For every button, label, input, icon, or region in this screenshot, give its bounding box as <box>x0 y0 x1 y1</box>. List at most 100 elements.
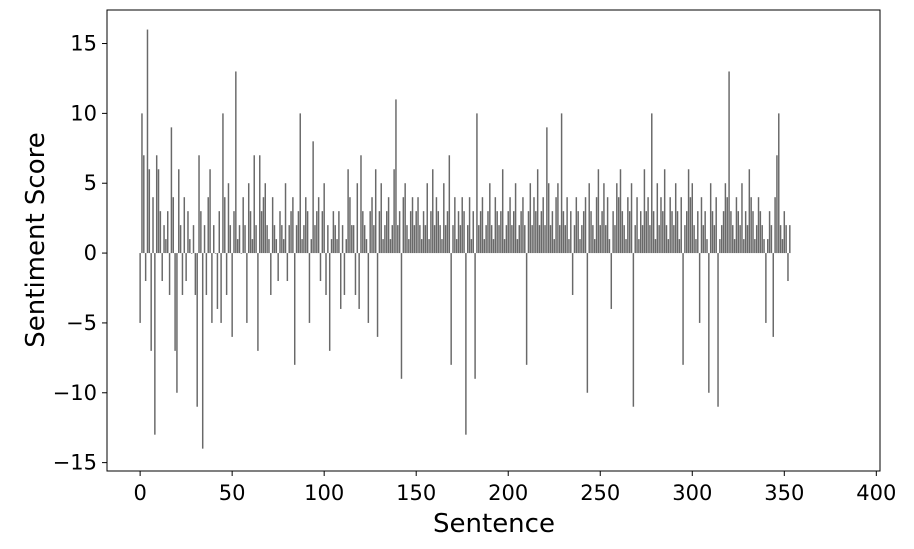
bar <box>778 113 780 254</box>
bar <box>222 113 224 254</box>
bar <box>682 253 684 365</box>
bar <box>665 225 668 254</box>
bar <box>647 197 649 254</box>
bar <box>783 211 786 254</box>
bar <box>691 183 694 254</box>
bar <box>189 239 191 254</box>
bar <box>540 211 543 254</box>
bar <box>501 169 504 254</box>
bar <box>328 253 331 351</box>
bar <box>317 197 320 254</box>
bar <box>404 183 406 254</box>
bar <box>218 211 220 254</box>
bar <box>658 225 660 254</box>
bar <box>505 225 508 254</box>
x-axis-label: Sentence <box>433 509 555 539</box>
bar <box>465 253 467 435</box>
bar <box>498 225 500 254</box>
y-tick-label: 5 <box>84 171 97 195</box>
bar <box>568 239 570 254</box>
bar <box>380 183 382 254</box>
bar <box>606 197 609 254</box>
bar <box>321 211 324 254</box>
bar <box>354 253 357 295</box>
bar <box>292 197 294 254</box>
bar <box>308 253 311 323</box>
x-tick-label: 300 <box>672 481 712 505</box>
bar <box>224 197 226 254</box>
bar <box>549 225 552 254</box>
bar <box>371 197 373 254</box>
bar <box>305 197 307 254</box>
bar <box>430 211 432 254</box>
bar <box>625 239 627 254</box>
bar <box>255 225 257 254</box>
bar <box>275 239 278 254</box>
bar <box>588 183 590 254</box>
bar <box>748 169 751 254</box>
bar <box>225 253 228 295</box>
y-tick-label: 10 <box>70 101 97 125</box>
bar <box>478 225 480 254</box>
bar <box>386 211 388 254</box>
bar <box>711 211 714 254</box>
bar <box>240 253 243 254</box>
bar <box>338 211 340 254</box>
bar <box>689 197 692 254</box>
bar <box>428 239 430 254</box>
bar <box>203 225 206 254</box>
bar <box>432 169 434 254</box>
bar <box>601 211 603 254</box>
bar <box>323 183 325 254</box>
bar <box>367 253 370 323</box>
bar <box>408 239 410 254</box>
bar <box>288 225 290 254</box>
bar <box>163 225 165 254</box>
bar <box>297 211 300 254</box>
y-axis-label: Sentiment Score <box>21 132 51 347</box>
bar <box>444 225 447 254</box>
y-tick-label: −5 <box>66 311 97 335</box>
bar <box>236 239 239 254</box>
bar <box>652 211 655 254</box>
bar <box>706 239 708 254</box>
bar <box>531 225 533 254</box>
bar <box>678 239 681 254</box>
bar <box>584 197 587 254</box>
bar <box>641 225 644 254</box>
bar <box>730 211 732 254</box>
y-tick-label: −15 <box>53 451 97 475</box>
bar <box>211 253 213 323</box>
bar <box>695 239 697 254</box>
bar <box>579 239 581 254</box>
bar <box>165 239 167 254</box>
bar <box>750 197 752 254</box>
bar <box>389 239 392 254</box>
bar <box>575 197 578 254</box>
bar <box>667 239 670 254</box>
bar <box>262 197 265 254</box>
bar <box>524 225 526 254</box>
bar <box>662 211 664 254</box>
bar <box>481 197 484 254</box>
bar <box>610 253 613 309</box>
bar <box>503 239 506 254</box>
bar <box>229 225 232 254</box>
bar <box>170 127 173 254</box>
bar <box>766 239 769 254</box>
bar <box>231 253 233 337</box>
bar <box>686 211 688 254</box>
bar <box>674 183 677 254</box>
x-tick-label: 200 <box>488 481 528 505</box>
x-tick-label: 250 <box>580 481 620 505</box>
bar <box>395 99 397 254</box>
bar <box>732 225 734 254</box>
bar <box>281 225 283 254</box>
bar <box>520 211 522 254</box>
bar <box>179 225 182 254</box>
bar <box>763 239 765 254</box>
bar <box>496 211 498 254</box>
bar <box>187 211 189 254</box>
bar <box>787 253 789 282</box>
bar <box>507 211 509 254</box>
